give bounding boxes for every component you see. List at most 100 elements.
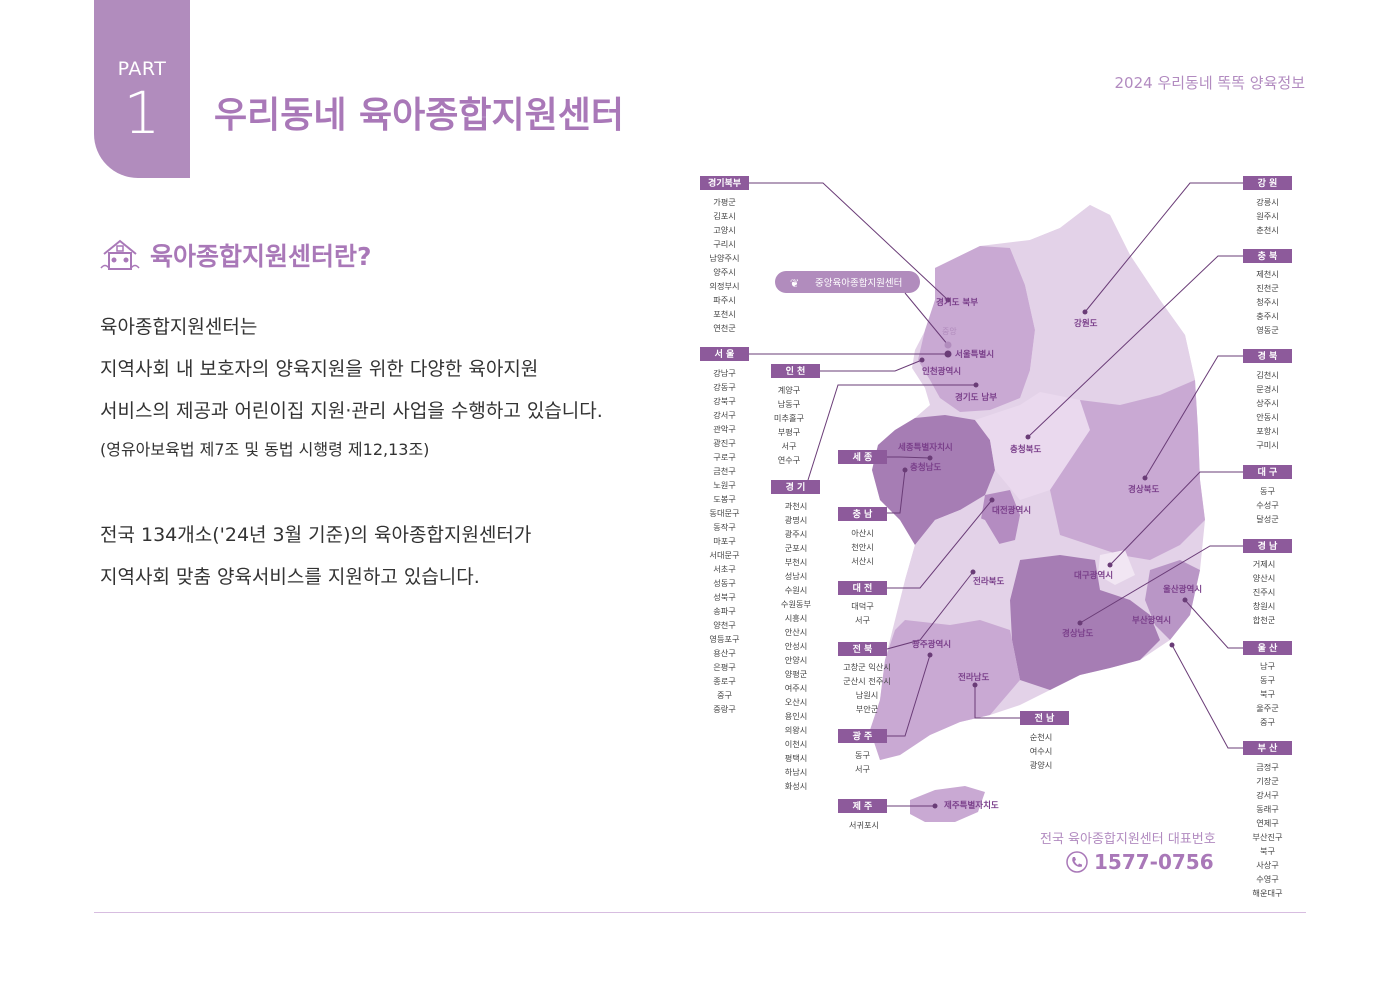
box-title: 경 기: [786, 481, 806, 493]
district-item: 양천구: [713, 620, 736, 630]
district-item: 의왕시: [785, 725, 808, 735]
district-item: 과천시: [785, 501, 808, 511]
district-item: 시흥시: [785, 613, 808, 623]
map-label-ulsan: 울산광역시: [1163, 584, 1202, 595]
district-item: 군포시: [785, 543, 808, 553]
map-label-daejeon: 대전광역시: [992, 505, 1031, 516]
district-item: 수성구: [1256, 500, 1279, 510]
district-item: 종로구: [713, 676, 736, 686]
map-label-gyeonggi-north: 경기도 북부: [936, 297, 978, 308]
district-item: 구리시: [713, 239, 736, 249]
district-item: 광양시: [1030, 760, 1053, 770]
central-center-name: 중앙육아종합지원센터: [815, 277, 902, 289]
box-title: 경기북부: [708, 177, 741, 189]
publication-title: 2024 우리동네 똑똑 양육정보: [1114, 74, 1305, 92]
district-item: 용산구: [713, 648, 736, 658]
paragraph1-line1: 육아종합지원센터는: [100, 316, 258, 338]
district-item: 안성시: [785, 641, 808, 651]
district-item: 강릉시: [1256, 197, 1279, 207]
box-title: 광 주: [853, 730, 873, 742]
district-item: 서구: [855, 615, 871, 625]
map-label-incheon: 인천광역시: [922, 366, 961, 377]
district-item: 거제시: [1253, 559, 1276, 569]
central-center-badge: ❦ 중앙육아종합지원센터 중앙: [775, 271, 957, 349]
district-item: 남원시: [856, 690, 879, 700]
bottom-rule: [94, 912, 1306, 913]
district-item: 김포시: [713, 211, 736, 221]
district-item: 달성군: [1256, 514, 1279, 524]
box-title: 강 원: [1258, 177, 1278, 189]
house-kids-icon: [100, 239, 140, 270]
map-label-seoul: 서울특별시: [955, 349, 994, 360]
district-item: 노원구: [713, 480, 736, 490]
district-item: 여주시: [785, 683, 808, 693]
map-label-gyeongbuk: 경상북도: [1128, 484, 1159, 495]
box-title: 제 주: [853, 800, 873, 812]
district-item: 서구: [781, 441, 797, 451]
district-item: 대덕구: [851, 601, 874, 611]
map-label-chungbuk: 충청북도: [1010, 444, 1041, 455]
district-item: 고창군 익산시: [843, 662, 891, 672]
district-item: 문경시: [1256, 384, 1279, 394]
district-item: 창원시: [1253, 601, 1276, 611]
district-item: 마포구: [713, 536, 736, 546]
district-item: 의정부시: [709, 281, 739, 291]
part-label: PART: [117, 58, 167, 80]
district-item: 계양구: [778, 385, 801, 395]
district-item: 영등포구: [709, 634, 740, 644]
district-item: 천안시: [851, 542, 874, 552]
district-item: 강서구: [1256, 790, 1279, 800]
central-short-label: 중앙: [942, 326, 957, 336]
district-item: 제천시: [1256, 269, 1279, 279]
district-item: 오산시: [785, 697, 808, 707]
phone-number: 1577-0756: [1094, 850, 1214, 874]
district-item: 순천시: [1030, 732, 1053, 742]
district-item: 연수구: [778, 455, 801, 465]
district-item: 이천시: [785, 739, 808, 749]
district-item: 포천시: [713, 309, 736, 319]
box-title: 충 남: [853, 508, 873, 520]
district-item: 동대문구: [709, 508, 740, 518]
district-item: 금정구: [1256, 762, 1279, 772]
district-item: 중구: [1260, 717, 1276, 727]
district-item: 화성시: [785, 781, 808, 791]
district-item: 고양시: [713, 225, 736, 235]
korea-mainland: [870, 205, 1205, 760]
district-item: 남양주시: [709, 253, 739, 263]
district-item: 북구: [1260, 846, 1276, 856]
district-item: 아산시: [851, 528, 874, 538]
map-label-gyeonggi-south: 경기도 남부: [955, 392, 997, 403]
district-item: 해운대구: [1252, 888, 1283, 898]
district-item: 서산시: [851, 556, 874, 566]
district-item: 미추홀구: [774, 413, 805, 423]
map-label-jeju: 제주특별자치도: [944, 800, 999, 811]
district-item: 사상구: [1256, 860, 1279, 870]
district-item: 남구: [1260, 661, 1276, 671]
district-item: 군산시 전주시: [843, 676, 891, 686]
district-item: 광주시: [785, 529, 808, 539]
district-item: 서구: [855, 764, 871, 774]
district-item: 부평구: [778, 427, 801, 437]
district-item: 합천군: [1253, 615, 1276, 625]
district-item: 충주시: [1256, 311, 1279, 321]
district-item: 양주시: [713, 267, 736, 277]
district-item: 용인시: [785, 711, 808, 721]
district-item: 남동구: [778, 399, 801, 409]
district-item: 하남시: [785, 767, 808, 777]
district-item: 포항시: [1256, 426, 1279, 436]
district-item: 김천시: [1256, 370, 1279, 380]
district-item: 안양시: [785, 655, 808, 665]
district-item: 부천시: [785, 557, 808, 567]
district-item: 광명시: [785, 515, 808, 525]
phone-caption: 전국 육아종합지원센터 대표번호: [1040, 832, 1216, 847]
